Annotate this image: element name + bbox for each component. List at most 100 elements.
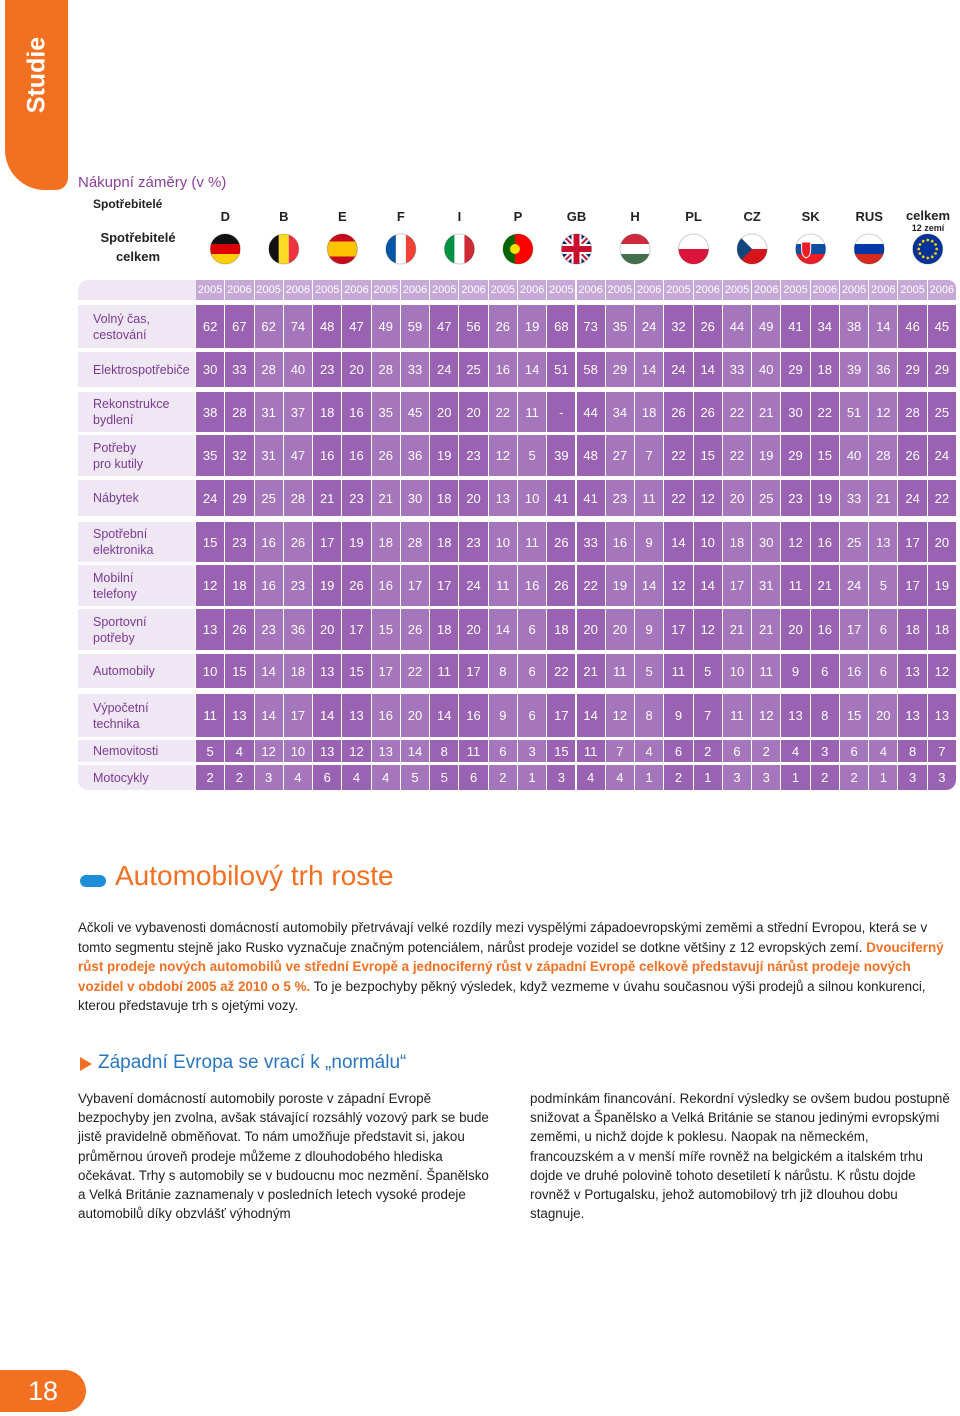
flag-part	[405, 234, 416, 264]
year-header: 2006	[400, 280, 430, 300]
flag-part	[736, 233, 768, 265]
flag-part	[926, 238, 930, 242]
value-cell: 19	[605, 565, 635, 606]
value-cell: 22	[547, 654, 576, 688]
value-cell: 3	[752, 765, 781, 790]
value-cell: 6	[517, 654, 547, 688]
flag-part	[935, 247, 939, 251]
value-cell: 17	[898, 565, 927, 606]
flag-part	[619, 233, 651, 265]
total-sublabel: 12 zemí	[911, 223, 945, 233]
row-label: Sportovní potřeby	[78, 609, 195, 650]
value-cell: 14	[517, 352, 547, 387]
year-header: 2005	[781, 280, 810, 300]
flag-part	[619, 233, 651, 265]
value-cell: 17	[839, 609, 869, 650]
value-cell: 7	[635, 435, 664, 476]
row-label: Spotřební elektronika	[78, 522, 195, 562]
value-cell: 17	[371, 654, 400, 688]
value-cell: 10	[722, 654, 752, 688]
flag-part	[268, 233, 300, 265]
value-cell: 33	[400, 352, 430, 387]
flag-part	[443, 233, 475, 265]
value-cell: 14	[254, 694, 283, 737]
value-cell: 24	[898, 480, 927, 516]
value-cell: 21	[722, 609, 752, 650]
marker	[80, 1057, 92, 1071]
value-cell: 4	[283, 765, 313, 790]
value-cell: 22	[664, 480, 693, 516]
value-cell: 35	[605, 305, 635, 348]
value-cell: 8	[635, 694, 664, 737]
flag-part	[934, 252, 937, 255]
value-cell: 22	[400, 654, 430, 688]
value-cell: 1	[635, 765, 664, 790]
value-cell: 12	[664, 565, 693, 606]
flag-part	[561, 233, 592, 265]
value-cell: 21	[810, 565, 839, 606]
flag-part	[509, 244, 520, 254]
value-cell: 15	[342, 654, 371, 688]
row-label: Nábytek	[78, 480, 195, 516]
value-cell: 38	[839, 305, 869, 348]
value-cell: 21	[752, 609, 781, 650]
value-cell: 16	[342, 392, 371, 432]
value-cell: 16	[254, 565, 283, 606]
flag-part	[326, 233, 358, 265]
value-cell: 41	[781, 305, 810, 348]
value-cell: 68	[547, 305, 576, 348]
value-cell: 28	[371, 352, 400, 387]
value-cell: 4	[225, 740, 254, 762]
value-cell: 40	[283, 352, 313, 387]
flag-part	[278, 234, 289, 264]
value-cell: 14	[635, 565, 664, 606]
value-cell: 14	[693, 352, 722, 387]
flag-part	[502, 234, 533, 264]
value-cell: 15	[196, 522, 225, 562]
year-header: 2005	[605, 280, 635, 300]
value-cell: 38	[196, 392, 225, 432]
value-cell: 23	[459, 522, 488, 562]
value-cell: 8	[430, 740, 459, 762]
value-cell: 10	[283, 740, 313, 762]
value-cell: 23	[313, 352, 342, 387]
value-cell: 2	[225, 765, 254, 790]
value-cell: 12	[781, 522, 810, 562]
flag-part	[854, 244, 885, 254]
value-cell: 2	[196, 765, 225, 790]
value-cell: 40	[839, 435, 869, 476]
year-header: 2006	[693, 280, 722, 300]
value-cell: 17	[664, 609, 693, 650]
value-cell: 45	[400, 392, 430, 432]
value-cell: 4	[605, 765, 635, 790]
flag-part	[514, 234, 533, 264]
value-cell: 18	[371, 522, 400, 562]
flag-part	[854, 234, 885, 244]
flag-part	[210, 234, 241, 264]
value-cell: 9	[781, 654, 810, 688]
value-cell: 39	[839, 352, 869, 387]
value-cell: 6	[488, 740, 517, 762]
value-cell: 15	[225, 654, 254, 688]
value-cell: 28	[869, 435, 898, 476]
value-cell: 48	[576, 435, 605, 476]
flag-part	[385, 233, 417, 265]
flag-part	[795, 234, 826, 244]
value-cell: 14	[869, 305, 898, 348]
flag-part	[395, 234, 406, 264]
row-label: Elektrospotřebiče	[78, 352, 195, 387]
value-cell: 14	[576, 694, 605, 737]
value-cell: 46	[898, 305, 927, 348]
value-cell: 23	[781, 480, 810, 516]
value-cell: 18	[430, 522, 459, 562]
flag-part	[736, 233, 768, 265]
value-cell: 11	[488, 565, 517, 606]
value-cell: 4	[371, 765, 400, 790]
value-cell: 17	[547, 694, 576, 737]
value-cell: 17	[722, 565, 752, 606]
value-cell: 20	[459, 609, 488, 650]
value-cell: 27	[605, 435, 635, 476]
value-cell: 16	[254, 522, 283, 562]
value-cell: 51	[839, 392, 869, 432]
value-cell: 51	[547, 352, 576, 387]
